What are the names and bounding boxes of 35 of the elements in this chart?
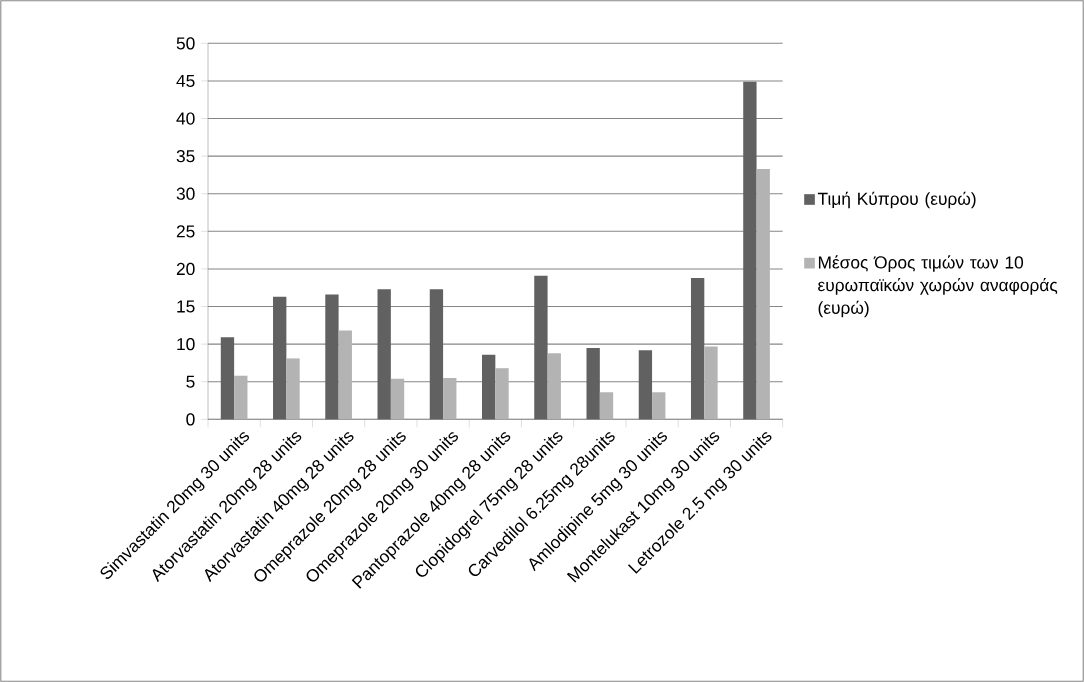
bar [743, 81, 757, 420]
legend-label: Μέσος Όρος τιμών των 10 ευρωπαϊκών χωρών αναφοράς (ευρώ) [818, 255, 1058, 318]
y-tick-label: 10 [177, 337, 195, 351]
bar [286, 358, 300, 420]
bar [652, 392, 666, 420]
y-tick-label: 50 [176, 37, 195, 50]
bar [377, 289, 391, 420]
bar [547, 353, 561, 420]
bar [429, 289, 444, 420]
bar [756, 168, 770, 420]
bar [273, 296, 287, 420]
bar [690, 277, 705, 420]
bar [599, 392, 614, 420]
y-tick-label: 25 [176, 225, 195, 238]
legend-label: Τιμή Κύπρου (ευρώ) [817, 191, 976, 209]
bar [534, 275, 548, 420]
bar [482, 354, 496, 420]
y-tick-label: 0 [186, 413, 195, 426]
y-tick-label: 40 [176, 112, 195, 125]
bar [325, 294, 339, 420]
bar [638, 350, 653, 420]
bar [390, 378, 405, 420]
y-tick-label: 45 [176, 74, 195, 87]
bar [704, 346, 718, 420]
bar [443, 377, 457, 420]
bar [234, 375, 248, 420]
y-tick-label: 35 [176, 149, 195, 163]
y-tick-label: 30 [176, 187, 195, 200]
y-tick-label: 15 [177, 300, 195, 313]
bar [586, 347, 600, 420]
bar [495, 368, 509, 420]
bar [338, 330, 352, 420]
y-tick-label: 5 [186, 375, 195, 388]
bar [220, 337, 235, 420]
y-tick-label: 20 [176, 262, 195, 276]
